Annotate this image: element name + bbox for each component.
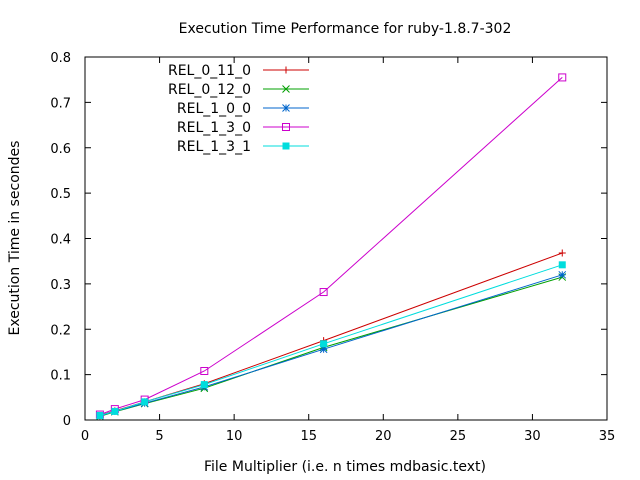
y-tick-label: 0.8 bbox=[50, 51, 71, 66]
legend-label: REL_1_0_0 bbox=[177, 101, 251, 117]
legend-marker bbox=[282, 142, 290, 150]
data-point bbox=[111, 407, 119, 415]
data-point bbox=[320, 340, 328, 348]
legend-marker bbox=[282, 123, 290, 131]
x-tick-label: 15 bbox=[300, 429, 317, 444]
y-tick-label: 0.1 bbox=[50, 369, 71, 384]
x-axis-label: File Multiplier (i.e. n times mdbasic.te… bbox=[204, 459, 486, 475]
data-point bbox=[319, 288, 328, 297]
y-tick-label: 0 bbox=[63, 414, 71, 429]
series-line bbox=[99, 77, 563, 416]
series-rel-1-3-1 bbox=[96, 261, 566, 419]
y-axis-label: Execution Time in secondes bbox=[7, 141, 23, 336]
data-point bbox=[558, 249, 566, 257]
data-point bbox=[96, 411, 104, 419]
series-line bbox=[99, 264, 563, 416]
y-tick-label: 0.6 bbox=[50, 142, 71, 157]
x-tick-label: 25 bbox=[450, 429, 467, 444]
y-tick-label: 0.2 bbox=[50, 323, 71, 338]
plot-area-border bbox=[84, 56, 608, 421]
x-tick-label: 0 bbox=[81, 429, 89, 444]
y-tick-label: 0.7 bbox=[50, 96, 71, 111]
data-point bbox=[141, 398, 149, 406]
legend-marker bbox=[282, 85, 290, 93]
x-tick-label: 35 bbox=[599, 429, 616, 444]
x-tick-label: 20 bbox=[375, 429, 392, 444]
legend-label: REL_1_3_0 bbox=[177, 120, 251, 136]
x-tick-label: 30 bbox=[524, 429, 541, 444]
legend-marker bbox=[282, 104, 290, 112]
data-point bbox=[200, 381, 208, 389]
axis-ticks: 0 5 10 15 20 25 30 35 0 0.1 0.2 0.3 0.4 0.5 0.6 0.7 0.8 bbox=[50, 51, 615, 444]
series-line bbox=[99, 252, 563, 416]
data-point bbox=[558, 270, 567, 279]
data-point bbox=[319, 345, 328, 354]
series-lines bbox=[95, 73, 567, 421]
data-point bbox=[200, 366, 209, 375]
legend-label: REL_1_3_1 bbox=[177, 139, 251, 155]
legend: REL_0_11_0 REL_0_12_0 REL_1_0_0 REL_1_3_0 RE… bbox=[168, 63, 309, 155]
y-tick-label: 0.5 bbox=[50, 187, 71, 202]
x-tick-label: 10 bbox=[226, 429, 243, 444]
chart-title: Execution Time Performance for ruby-1.8.… bbox=[179, 21, 512, 37]
legend-label: REL_0_12_0 bbox=[168, 82, 251, 98]
data-point bbox=[558, 261, 566, 269]
y-tick-label: 0.4 bbox=[50, 233, 71, 248]
legend-marker bbox=[282, 66, 290, 74]
legend-label: REL_0_11_0 bbox=[168, 63, 251, 79]
data-point bbox=[558, 73, 567, 82]
y-tick-label: 0.3 bbox=[50, 278, 71, 293]
series-rel-1-3-0 bbox=[95, 73, 567, 419]
x-tick-label: 5 bbox=[155, 429, 163, 444]
series-rel-0-11-0 bbox=[96, 249, 566, 419]
